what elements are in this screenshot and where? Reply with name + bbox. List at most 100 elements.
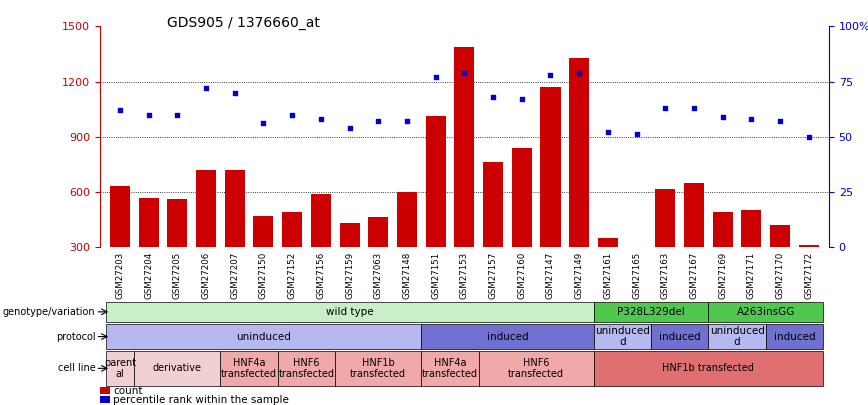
Bar: [708, 324, 766, 349]
Text: GSM27159: GSM27159: [345, 252, 354, 298]
Bar: [713, 212, 733, 302]
Text: GSM27156: GSM27156: [316, 252, 326, 298]
Bar: [110, 186, 130, 302]
Point: [658, 105, 672, 111]
Point: [601, 129, 615, 136]
Text: uninduced: uninduced: [236, 332, 291, 341]
Bar: [282, 212, 302, 302]
Text: GSM27157: GSM27157: [489, 252, 497, 298]
Text: GSM27206: GSM27206: [201, 252, 211, 298]
Bar: [106, 351, 135, 386]
Point: [457, 69, 471, 76]
Point: [286, 111, 299, 118]
Bar: [139, 198, 159, 302]
Text: genotype/variation: genotype/variation: [3, 307, 95, 317]
Bar: [339, 223, 359, 302]
Text: HNF4a
transfected: HNF4a transfected: [221, 358, 277, 379]
Bar: [766, 324, 823, 349]
Bar: [135, 351, 220, 386]
Point: [572, 69, 586, 76]
Text: cell line: cell line: [58, 363, 95, 373]
Point: [687, 105, 701, 111]
Text: protocol: protocol: [56, 332, 95, 341]
Text: GSM27170: GSM27170: [776, 252, 785, 298]
Bar: [106, 324, 421, 349]
Point: [343, 125, 357, 131]
Text: percentile rank within the sample: percentile rank within the sample: [114, 395, 289, 405]
Text: GSM27150: GSM27150: [259, 252, 268, 298]
Bar: [655, 189, 675, 302]
Point: [773, 118, 787, 124]
Bar: [100, 387, 109, 394]
Bar: [106, 302, 594, 322]
Point: [543, 72, 557, 78]
Text: HNF6
transfected: HNF6 transfected: [279, 358, 334, 379]
Text: GSM27167: GSM27167: [689, 252, 699, 298]
Bar: [594, 324, 651, 349]
Text: GSM27165: GSM27165: [632, 252, 641, 298]
Text: HNF1b
transfected: HNF1b transfected: [351, 358, 406, 379]
Bar: [311, 194, 331, 302]
Bar: [594, 351, 823, 386]
Text: GSM27171: GSM27171: [747, 252, 756, 298]
Point: [429, 74, 443, 80]
Point: [199, 85, 213, 92]
Text: HNF1b transfected: HNF1b transfected: [662, 363, 754, 373]
Bar: [598, 238, 618, 302]
Text: GSM27148: GSM27148: [403, 252, 411, 298]
Text: GSM27161: GSM27161: [603, 252, 613, 298]
Point: [400, 118, 414, 124]
Text: GSM27203: GSM27203: [115, 252, 124, 298]
Point: [314, 116, 328, 122]
Bar: [225, 170, 245, 302]
Bar: [397, 192, 417, 302]
Bar: [799, 245, 819, 302]
Text: P328L329del: P328L329del: [617, 307, 685, 317]
Text: GSM27205: GSM27205: [173, 252, 181, 298]
Bar: [196, 170, 216, 302]
Bar: [168, 199, 187, 302]
Bar: [421, 351, 479, 386]
Point: [486, 94, 500, 100]
Text: HNF4a
transfected: HNF4a transfected: [422, 358, 478, 379]
Text: GSM27207: GSM27207: [230, 252, 240, 298]
Text: GSM27153: GSM27153: [460, 252, 469, 298]
Text: GSM27163: GSM27163: [661, 252, 670, 298]
Text: uninduced
d: uninduced d: [595, 326, 649, 347]
Point: [629, 131, 643, 138]
Text: GSM27152: GSM27152: [287, 252, 297, 298]
Bar: [569, 58, 589, 302]
Bar: [479, 351, 594, 386]
Bar: [220, 351, 278, 386]
Point: [141, 111, 155, 118]
Bar: [541, 87, 561, 302]
Text: GSM27151: GSM27151: [431, 252, 440, 298]
Point: [372, 118, 385, 124]
Bar: [368, 217, 388, 302]
Text: induced: induced: [773, 332, 815, 341]
Text: GSM27169: GSM27169: [718, 252, 727, 298]
Text: wild type: wild type: [326, 307, 373, 317]
Text: GDS905 / 1376660_at: GDS905 / 1376660_at: [167, 16, 319, 30]
Bar: [770, 225, 790, 302]
Bar: [627, 253, 647, 302]
Bar: [741, 210, 761, 302]
Bar: [708, 302, 823, 322]
Text: derivative: derivative: [153, 363, 202, 373]
Text: parent
al: parent al: [104, 358, 136, 379]
Point: [113, 107, 127, 113]
Bar: [425, 117, 446, 302]
Text: HNF6
transfected: HNF6 transfected: [508, 358, 564, 379]
Point: [515, 96, 529, 102]
Text: GSM27149: GSM27149: [575, 252, 583, 298]
Bar: [684, 183, 704, 302]
Bar: [512, 148, 532, 302]
Point: [257, 120, 271, 127]
Bar: [253, 216, 273, 302]
Text: induced: induced: [659, 332, 700, 341]
Text: GSM27204: GSM27204: [144, 252, 153, 298]
Bar: [454, 47, 475, 302]
Bar: [651, 324, 708, 349]
Text: GSM27147: GSM27147: [546, 252, 555, 298]
Text: GSM27172: GSM27172: [805, 252, 813, 298]
